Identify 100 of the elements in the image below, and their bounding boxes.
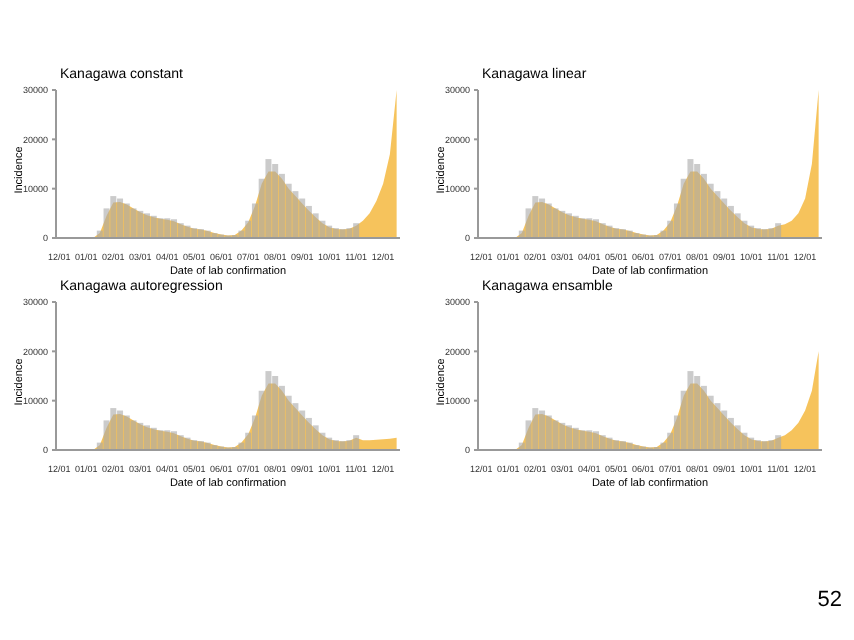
- bar: [593, 219, 599, 238]
- bar: [667, 220, 674, 238]
- bar: [278, 385, 285, 450]
- bar: [312, 213, 319, 238]
- bar: [545, 203, 552, 238]
- bar: [539, 410, 546, 450]
- bar: [714, 191, 721, 238]
- bar: [346, 228, 353, 238]
- bar: [775, 223, 782, 238]
- bar: [305, 417, 312, 450]
- bar: [346, 440, 353, 450]
- bar: [532, 196, 539, 238]
- bar: [103, 420, 110, 450]
- bar: [525, 208, 532, 238]
- bar: [734, 425, 741, 450]
- bar: [245, 432, 252, 450]
- bar: [137, 422, 144, 450]
- bar: [110, 196, 117, 238]
- bar: [775, 435, 782, 450]
- bar: [727, 417, 734, 450]
- bar: [144, 425, 151, 450]
- bar: [727, 205, 734, 238]
- bar: [177, 223, 184, 238]
- bar: [110, 408, 117, 450]
- bar: [245, 220, 252, 238]
- bar: [559, 210, 566, 238]
- bar: [332, 440, 339, 450]
- text: 52: [817, 588, 842, 612]
- bar: [694, 164, 701, 238]
- bar: [353, 223, 360, 238]
- bar: [258, 390, 265, 450]
- bar: [619, 229, 626, 238]
- bar: [700, 385, 707, 450]
- bar: [687, 159, 694, 238]
- bar: [171, 431, 177, 450]
- bar: [319, 220, 326, 238]
- bar: [164, 218, 171, 238]
- bar: [299, 198, 306, 238]
- bar: [741, 220, 748, 238]
- bar: [197, 229, 204, 238]
- bar: [144, 213, 151, 238]
- bar: [177, 435, 184, 450]
- bar: [714, 403, 721, 450]
- bar: [694, 376, 701, 450]
- bar: [680, 178, 687, 238]
- bar: [285, 183, 292, 238]
- bar: [586, 430, 593, 450]
- bar: [566, 425, 573, 450]
- bar: [721, 198, 728, 238]
- bar: [117, 198, 124, 238]
- bar: [525, 420, 532, 450]
- bar: [123, 203, 130, 238]
- bar: [278, 173, 285, 238]
- bar: [754, 440, 761, 450]
- bar: [667, 432, 674, 450]
- bar: [707, 395, 714, 450]
- bar: [312, 425, 319, 450]
- bar: [117, 410, 124, 450]
- bar: [613, 228, 620, 238]
- bar: [191, 228, 198, 238]
- bar: [721, 410, 728, 450]
- bar: [599, 223, 606, 238]
- bar: [123, 415, 130, 450]
- bar: [680, 390, 687, 450]
- bar: [754, 228, 761, 238]
- bar: [613, 440, 620, 450]
- bar: [572, 427, 579, 450]
- bar: [265, 371, 272, 450]
- bar: [137, 210, 144, 238]
- bar: [305, 205, 312, 238]
- bar: [741, 432, 748, 450]
- bar: [150, 215, 157, 238]
- bar: [734, 213, 741, 238]
- bar: [292, 191, 299, 238]
- bar: [299, 410, 306, 450]
- bar: [687, 371, 694, 450]
- bar: [272, 376, 279, 450]
- bar: [265, 159, 272, 238]
- bar: [272, 164, 279, 238]
- bar: [103, 208, 110, 238]
- bar: [171, 219, 177, 238]
- bar: [539, 198, 546, 238]
- bar: [332, 228, 339, 238]
- bar: [559, 422, 566, 450]
- bar: [700, 173, 707, 238]
- bar: [191, 440, 198, 450]
- bar: [285, 395, 292, 450]
- bar: [673, 415, 680, 450]
- bar: [532, 408, 539, 450]
- bar: [319, 432, 326, 450]
- bar: [707, 183, 714, 238]
- bar: [251, 415, 258, 450]
- bar: [197, 441, 204, 450]
- bar: [258, 178, 265, 238]
- bar: [599, 435, 606, 450]
- bar: [251, 203, 258, 238]
- bar: [150, 427, 157, 450]
- bar: [768, 228, 775, 238]
- bar: [545, 415, 552, 450]
- bar: [353, 435, 360, 450]
